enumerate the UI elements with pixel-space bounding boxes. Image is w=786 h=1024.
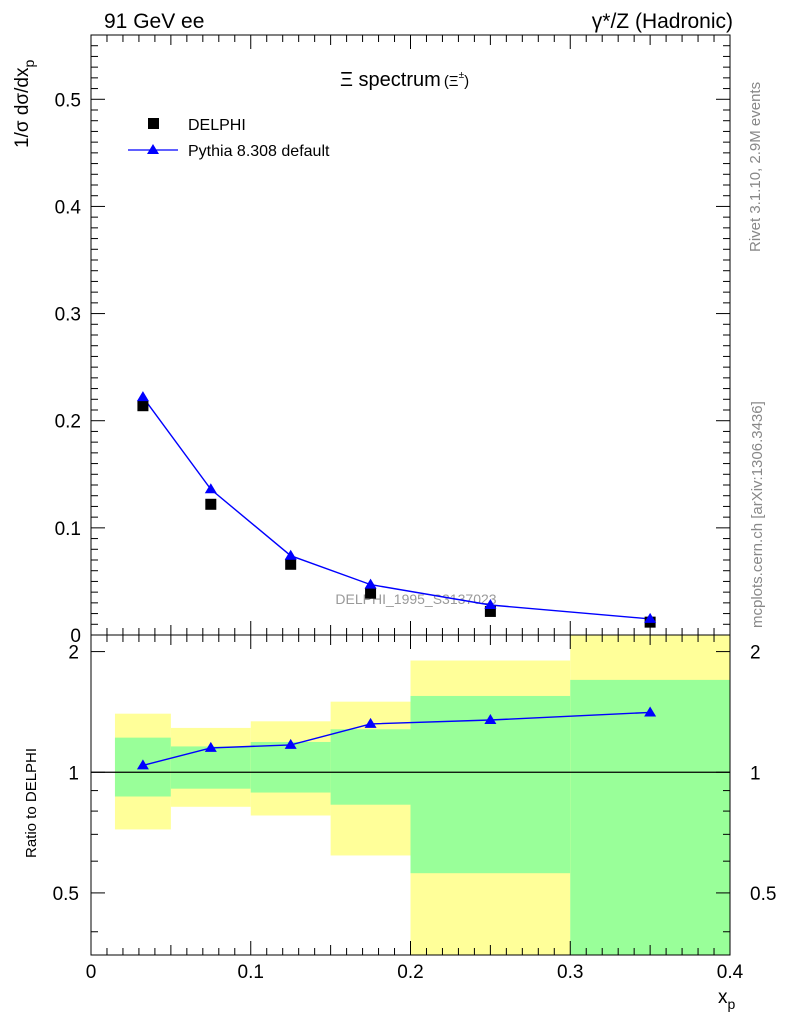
pythia-ratio-point-3 xyxy=(364,717,377,728)
x-tick-label: 0.3 xyxy=(557,962,583,983)
main-y-tick-label: 0.1 xyxy=(55,519,81,540)
main-y-tick-label: 0.5 xyxy=(55,90,81,111)
main-title-text: Ξ spectrum xyxy=(340,69,441,91)
x-axis-label-text: x xyxy=(718,987,728,1008)
chart-marks: 0 0.1 0.2 0.3 0.4 0.5 0 0.1 0.2 0.3 0.4 0.5 0.5 1 1 2 2 xyxy=(53,35,776,983)
green-band-4 xyxy=(410,695,571,874)
main-y-axis-label: 1/σ dσ/dxp xyxy=(12,60,37,149)
main-title-sup-close: ) xyxy=(464,73,469,90)
ratio-y-tick-label-right: 2 xyxy=(750,643,761,664)
pythia-point-5 xyxy=(644,612,657,623)
green-band-1 xyxy=(170,746,251,789)
ratio-y-tick-label-left: 2 xyxy=(68,643,79,664)
delphi-point-0 xyxy=(137,400,149,412)
pythia-point-4 xyxy=(484,599,497,609)
pythia-ratio-curve xyxy=(142,711,651,767)
ratio-plot-frame xyxy=(90,634,731,956)
pythia-ratio-point-5 xyxy=(644,706,657,717)
pythia-point-0 xyxy=(136,391,149,402)
main-y-axis-label-sub: p xyxy=(21,60,37,68)
legend-label-pythia: Pythia 8.308 default xyxy=(188,143,330,160)
x-axis-label-sub: p xyxy=(728,996,736,1012)
main-title-sup: (Ξ xyxy=(444,73,459,90)
ratio-y-tick-label-right: 1 xyxy=(750,763,761,784)
ratio-y-axis-label: Ratio to DELPHI xyxy=(23,748,40,858)
legend: DELPHI Pythia 8.308 default xyxy=(128,117,330,160)
ratio-uncertainty-bands xyxy=(114,635,730,955)
header-right-label: γ*/Z (Hadronic) xyxy=(592,10,733,33)
delphi-point-2 xyxy=(285,558,297,570)
ratio-y-tick-label-left: 1 xyxy=(68,763,79,784)
legend-marker-pythia xyxy=(147,144,159,154)
legend-marker-delphi xyxy=(148,118,159,129)
green-band-3 xyxy=(330,729,411,805)
x-tick-label: 0.1 xyxy=(238,962,264,983)
pythia-point-2 xyxy=(284,549,297,560)
pythia-curve xyxy=(142,396,651,620)
main-y-tick-label: 0.2 xyxy=(55,412,81,433)
x-tick-label: 0.4 xyxy=(717,962,744,983)
main-y-tick-label: 0 xyxy=(70,626,81,647)
pythia-ratio-point-2 xyxy=(284,738,297,749)
header-left-label: 91 GeV ee xyxy=(104,10,204,33)
legend-label-delphi: DELPHI xyxy=(188,117,246,134)
green-band-5 xyxy=(570,679,730,955)
main-y-tick-label: 0.3 xyxy=(55,305,81,326)
mcplots-label: mcplots.cern.ch [arXiv:1306.3436] xyxy=(749,401,766,628)
green-band-2 xyxy=(250,741,331,793)
x-tick-label: 0 xyxy=(86,962,97,983)
ratio-y-tick-label-right: 0.5 xyxy=(750,884,776,905)
delphi-point-4 xyxy=(484,605,496,617)
main-title: Ξ spectrum (Ξ±) xyxy=(340,69,469,91)
main-y-axis-label-text: 1/σ dσ/dx xyxy=(12,67,33,148)
x-tick-label: 0.2 xyxy=(397,962,423,983)
main-title-sup-pm: ± xyxy=(459,70,465,81)
pythia-ratio-point-4 xyxy=(484,714,497,725)
main-y-tick-label: 0.4 xyxy=(55,197,82,218)
delphi-point-3 xyxy=(365,587,377,599)
pythia-point-1 xyxy=(204,483,217,494)
x-axis-label: xp xyxy=(718,987,736,1012)
pythia-point-3 xyxy=(364,578,377,589)
analysis-watermark: DELPHI_1995_S3137023 xyxy=(335,591,496,607)
pythia-ratio-point-1 xyxy=(204,741,217,752)
delphi-point-1 xyxy=(205,498,217,510)
main-plot-frame xyxy=(90,34,731,636)
rivet-label: Rivet 3.1.10, 2.9M events xyxy=(747,82,764,252)
pythia-ratio-point-0 xyxy=(136,759,149,770)
ratio-y-tick-label-left: 0.5 xyxy=(53,884,79,905)
